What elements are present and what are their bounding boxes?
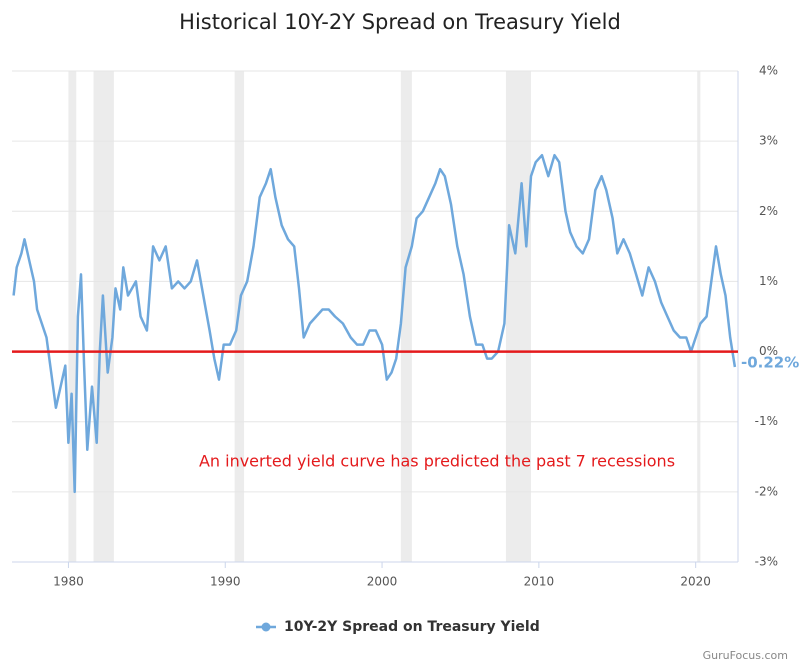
y-tick-label: -1% — [755, 414, 778, 428]
legend-marker — [261, 622, 271, 632]
y-tick-label: -2% — [755, 484, 778, 498]
source-label: GuruFocus.com — [703, 649, 788, 662]
x-tick-label: 1980 — [53, 575, 84, 589]
y-tick-label: -3% — [755, 555, 778, 569]
chart-title: Historical 10Y-2Y Spread on Treasury Yie… — [179, 10, 621, 34]
x-tick-label: 2000 — [367, 575, 398, 589]
x-tick-label: 2020 — [680, 575, 711, 589]
recession-band — [505, 71, 532, 562]
y-tick-label: 3% — [759, 134, 778, 148]
recession-band — [697, 71, 701, 562]
x-tick-label: 2010 — [524, 575, 555, 589]
recession-band — [234, 71, 245, 562]
y-tick-label: 2% — [759, 204, 778, 218]
y-tick-label: 1% — [759, 274, 778, 288]
x-tick-label: 1990 — [210, 575, 241, 589]
y-tick-label: 0% — [759, 344, 778, 358]
annotation: An inverted yield curve has predicted th… — [199, 452, 675, 471]
y-tick-label: 4% — [759, 64, 778, 78]
series-line — [12, 153, 737, 494]
last-value-label: -0.22% — [741, 354, 799, 372]
legend-label: 10Y-2Y Spread on Treasury Yield — [284, 619, 540, 635]
recession-band — [68, 71, 77, 562]
recession-band — [400, 71, 412, 562]
